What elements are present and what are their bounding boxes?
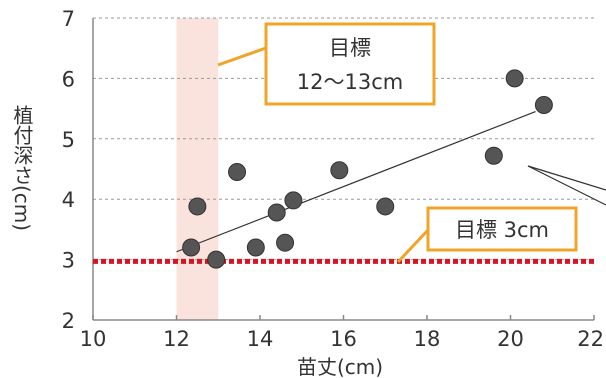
- band-callout-box: [264, 22, 436, 106]
- data-point: [228, 163, 247, 182]
- x-tick-label: 20: [497, 327, 524, 351]
- data-point: [182, 238, 201, 257]
- line-callout-text: 目標 3cm: [455, 218, 549, 242]
- data-point: [534, 95, 553, 114]
- y-tick-label: 5: [62, 128, 75, 152]
- data-point: [484, 146, 503, 165]
- callout-layer: 目標 12〜13cm 目標 3cm: [217, 22, 606, 264]
- offscreen-leader-2: [527, 165, 606, 191]
- data-point: [330, 161, 349, 180]
- target-band-layer: [176, 18, 219, 320]
- band-callout-text: 12〜13cm: [297, 70, 403, 94]
- axis-layer: [92, 18, 595, 321]
- x-tick-label: 14: [247, 327, 274, 351]
- band-callout-text: 目標: [329, 36, 371, 60]
- y-tick-label: 2: [62, 309, 75, 333]
- data-point: [276, 233, 295, 252]
- data-point: [284, 191, 303, 210]
- trendline: [176, 111, 536, 253]
- x-tick-label: 10: [80, 327, 107, 351]
- band-callout-leader: [217, 46, 267, 67]
- data-point: [376, 197, 395, 216]
- point-layer: [182, 69, 553, 269]
- x-tick-label: 16: [330, 327, 357, 351]
- data-point: [505, 69, 524, 88]
- data-point: [246, 238, 265, 257]
- line-callout-box: [426, 206, 578, 252]
- x-axis-title: 苗丈(cm): [297, 355, 383, 378]
- line-callout-leader: [396, 228, 430, 264]
- y-tick-label: 6: [62, 67, 75, 91]
- x-tick-label: 18: [414, 327, 441, 351]
- data-point: [267, 203, 286, 222]
- x-tick-label: 22: [577, 327, 604, 351]
- y-tick-label: 4: [62, 188, 75, 212]
- data-point: [207, 250, 226, 269]
- y-tick-label: 7: [62, 7, 75, 31]
- target-band: [176, 18, 219, 320]
- data-point: [188, 197, 207, 216]
- y-axis-title: 植付深さ(cm): [10, 105, 34, 231]
- trendline-layer: [176, 111, 536, 253]
- y-tick-label: 3: [62, 249, 75, 273]
- offscreen-leader-1: [527, 165, 606, 206]
- x-tick-label: 12: [163, 327, 190, 351]
